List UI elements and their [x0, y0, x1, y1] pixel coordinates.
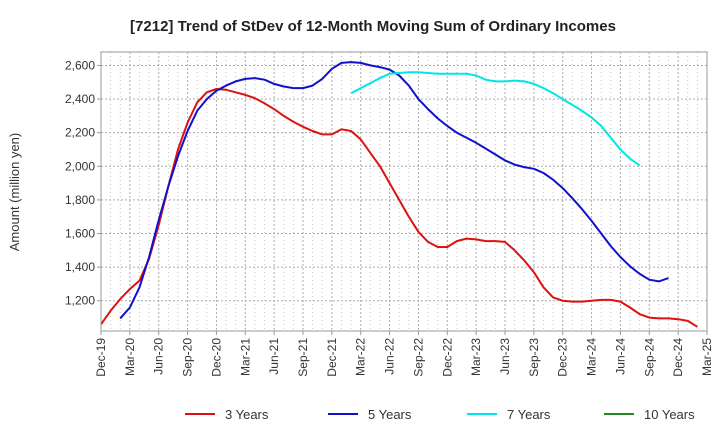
x-tick-label: Jun-21: [267, 338, 281, 375]
legend-label: 7 Years: [507, 407, 551, 422]
x-tick-label: Sep-21: [296, 338, 310, 377]
y-tick-label: 2,600: [65, 58, 95, 72]
y-tick-label: 2,400: [65, 92, 95, 106]
plot-area: [100, 51, 708, 332]
y-tick-label: 1,400: [65, 260, 95, 274]
y-tick-label: 1,200: [65, 294, 95, 308]
x-tick-label: Sep-20: [181, 338, 195, 377]
x-tick-label: Jun-22: [383, 338, 397, 375]
legend-item: 5 Years: [328, 407, 412, 422]
y-tick-label: 2,000: [65, 159, 95, 173]
x-tick-label: Jun-23: [498, 338, 512, 375]
x-tick-label: Dec-19: [94, 338, 108, 377]
x-tick-label: Mar-24: [585, 338, 599, 376]
x-tick-label: Mar-21: [238, 338, 252, 376]
x-tick-label: Sep-22: [411, 338, 425, 377]
x-tick-label: Dec-22: [440, 338, 454, 377]
x-axis-ticks: Dec-19 Mar-20 Jun-20 Sep-20 Dec-20 Mar-21 Jun-…: [94, 331, 714, 377]
legend-item: 10 Years: [604, 407, 695, 422]
legend-label: 10 Years: [644, 407, 695, 422]
legend-label: 5 Years: [368, 407, 412, 422]
series-lines: [100, 61, 698, 328]
x-tick-label: Mar-23: [469, 338, 483, 376]
series-line-7-years: [350, 71, 641, 167]
legend: 3 Years 5 Years 7 Years 10 Years: [185, 407, 695, 422]
x-tick-label: Mar-20: [123, 338, 137, 376]
x-tick-label: Dec-23: [556, 338, 570, 377]
y-tick-label: 2,200: [65, 126, 95, 140]
y-tick-label: 1,600: [65, 227, 95, 241]
x-tick-label: Sep-23: [527, 338, 541, 377]
series-line-3-years: [100, 88, 698, 328]
x-tick-label: Sep-24: [642, 338, 656, 377]
x-tick-label: Jun-24: [613, 338, 627, 375]
legend-item: 7 Years: [467, 407, 551, 422]
x-tick-label: Dec-21: [325, 338, 339, 377]
x-tick-label: Mar-25: [700, 338, 714, 376]
x-tick-label: Mar-22: [354, 338, 368, 376]
x-tick-label: Jun-20: [152, 338, 166, 375]
legend-item: 3 Years: [185, 407, 269, 422]
chart-title: [7212] Trend of StDev of 12-Month Moving…: [130, 18, 616, 35]
y-tick-label: 1,800: [65, 193, 95, 207]
y-axis-ticks: 1,200 1,400 1,600 1,800 2,000 2,200 2,400 2,600: [65, 58, 101, 308]
legend-label: 3 Years: [225, 407, 269, 422]
grid: [101, 52, 707, 331]
x-tick-label: Dec-24: [671, 338, 685, 377]
y-axis-label: Amount (million yen): [7, 133, 22, 252]
x-tick-label: Dec-20: [209, 338, 223, 377]
